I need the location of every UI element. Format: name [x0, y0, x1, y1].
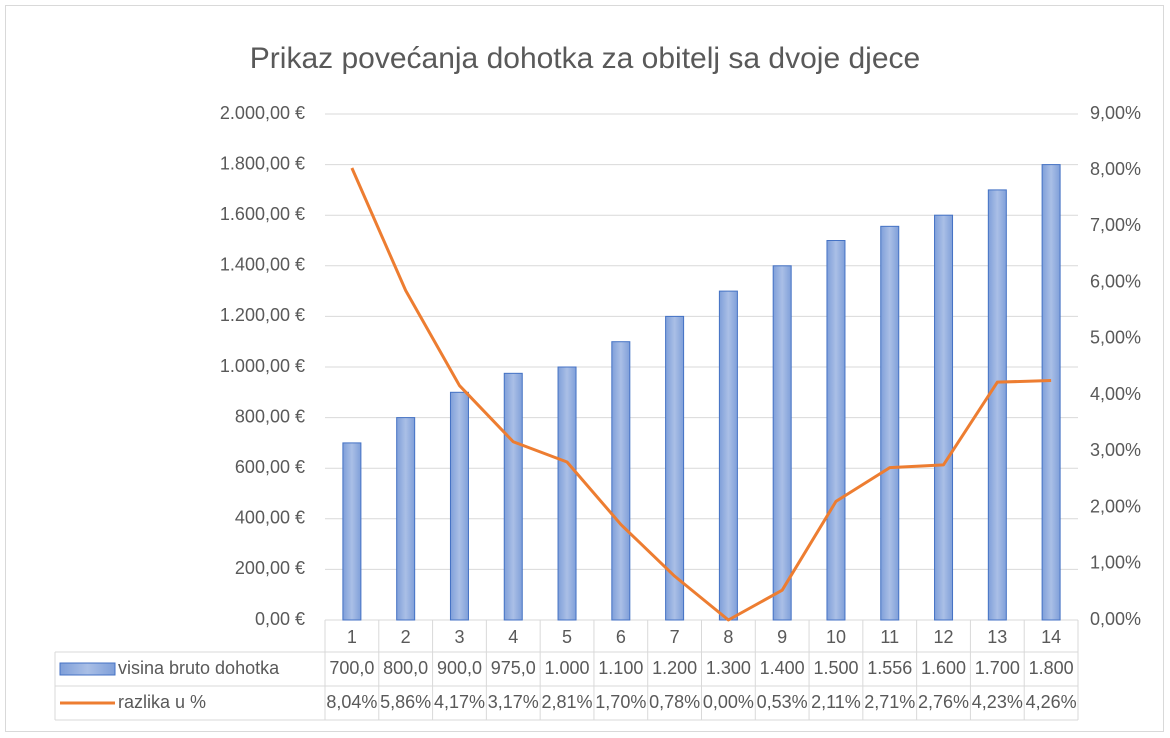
table-value: 1.000	[545, 658, 590, 678]
x-tick-label: 7	[670, 627, 680, 647]
table-value: 3,17%	[488, 692, 539, 712]
x-tick-label: 5	[562, 627, 572, 647]
x-tick-label: 3	[454, 627, 464, 647]
x-tick-label: 13	[987, 627, 1007, 647]
table-value: 4,23%	[972, 692, 1023, 712]
y2-tick-label: 3,00%	[1090, 440, 1141, 460]
bar	[611, 341, 631, 621]
y-tick-label: 1.200,00 €	[220, 305, 305, 325]
table-value: 5,86%	[380, 692, 431, 712]
y-tick-label: 800,00 €	[235, 406, 305, 426]
y2-tick-label: 9,00%	[1090, 103, 1141, 123]
legend-label: visina bruto dohotka	[118, 658, 280, 678]
bar	[880, 225, 900, 621]
table-value: 2,11%	[811, 692, 861, 712]
chart-title: Prikaz povećanja dohotka za obitelj sa d…	[250, 42, 920, 75]
table-value: 0,78%	[649, 692, 700, 712]
y-tick-label: 1.600,00 €	[220, 204, 305, 224]
table-value: 0,53%	[757, 692, 808, 712]
y-tick-label: 2.000,00 €	[220, 103, 305, 123]
bar	[665, 315, 685, 621]
y-tick-label: 1.400,00 €	[220, 255, 305, 275]
y-tick-label: 600,00 €	[235, 457, 305, 477]
table-value: 975,0	[491, 658, 536, 678]
table-value: 4,26%	[1026, 692, 1077, 712]
bar	[1041, 164, 1061, 621]
table-value: 900,0	[437, 658, 482, 678]
bar	[718, 290, 738, 621]
bar	[503, 372, 523, 621]
table-value: 2,76%	[918, 692, 969, 712]
x-tick-label: 14	[1041, 627, 1061, 647]
y2-tick-label: 0,00%	[1090, 609, 1141, 629]
x-tick-label: 10	[826, 627, 846, 647]
table-value: 1.556	[867, 658, 912, 678]
y2-tick-label: 6,00%	[1090, 271, 1141, 291]
table-value: 700,0	[329, 658, 374, 678]
x-tick-label: 8	[723, 627, 733, 647]
y2-tick-label: 8,00%	[1090, 159, 1141, 179]
bar	[934, 214, 954, 621]
x-tick-label: 1	[347, 627, 357, 647]
x-tick-label: 2	[401, 627, 411, 647]
x-tick-label: 11	[880, 627, 899, 647]
table-value: 1.500	[813, 658, 858, 678]
x-tick-label: 6	[616, 627, 626, 647]
bar	[342, 442, 362, 621]
table-value: 800,0	[383, 658, 428, 678]
legend-label: razlika u %	[118, 692, 206, 712]
table-value: 1.300	[706, 658, 751, 678]
x-tick-label: 12	[934, 627, 954, 647]
table-value: 2,71%	[864, 692, 915, 712]
bar	[772, 265, 792, 621]
table-value: 1.200	[652, 658, 697, 678]
x-tick-label: 9	[777, 627, 787, 647]
y2-tick-label: 4,00%	[1090, 384, 1141, 404]
table-value: 1,70%	[595, 692, 646, 712]
bar	[826, 240, 846, 621]
bar	[557, 366, 577, 621]
x-tick-label: 4	[508, 627, 518, 647]
table-value: 1.800	[1029, 658, 1074, 678]
y-tick-label: 0,00 €	[255, 609, 305, 629]
table-value: 8,04%	[326, 692, 377, 712]
bar	[987, 189, 1007, 621]
table-value: 1.100	[598, 658, 643, 678]
table-value: 1.700	[975, 658, 1020, 678]
bar	[449, 391, 469, 621]
bar	[396, 417, 416, 621]
table-value: 1.400	[760, 658, 805, 678]
y2-tick-label: 2,00%	[1090, 496, 1141, 516]
y-tick-label: 1.800,00 €	[220, 153, 305, 173]
line-series	[350, 167, 1052, 622]
y-tick-label: 200,00 €	[235, 558, 305, 578]
chart-frame	[5, 5, 1164, 732]
table-value: 1.600	[921, 658, 966, 678]
table-value: 2,81%	[542, 692, 593, 712]
y2-tick-label: 5,00%	[1090, 328, 1141, 348]
table-value: 0,00%	[703, 692, 754, 712]
y-tick-label: 1.000,00 €	[220, 356, 305, 376]
y2-tick-label: 1,00%	[1090, 553, 1141, 573]
y2-tick-label: 7,00%	[1090, 215, 1141, 235]
y-tick-label: 400,00 €	[235, 508, 305, 528]
legend-key	[59, 662, 116, 676]
table-value: 4,17%	[434, 692, 485, 712]
